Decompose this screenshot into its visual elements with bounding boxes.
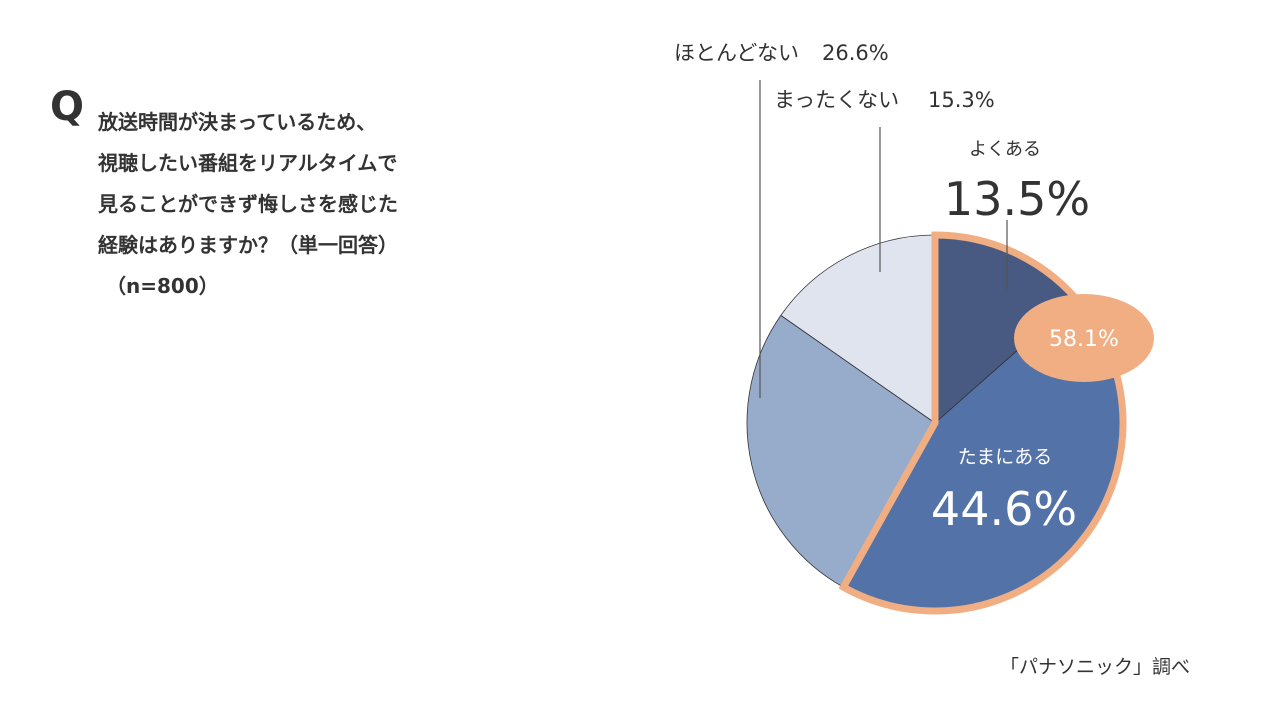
question-line: 経験はありますか？（単一回答）: [98, 233, 398, 257]
question-line: 視聴したい番組をリアルタイムで: [98, 151, 398, 175]
slice-label-mattakunai: まったくない: [774, 88, 899, 112]
highlight-badge: [1014, 294, 1154, 382]
source-credit: 「パナソニック」調べ: [1000, 656, 1191, 678]
sample-size: （n=800）: [106, 274, 219, 298]
slice-label-tamaniaru: たまにある: [958, 446, 1052, 468]
slice-value-hotondonai: 26.6%: [822, 41, 889, 65]
slice-value-tamaniaru: 44.6%: [931, 482, 1077, 536]
slice-value-yokuaru: 13.5%: [944, 172, 1090, 226]
highlight-outline: [838, 231, 1127, 615]
question-line: 見ることができず悔しさを感じた: [98, 192, 398, 216]
slice-label-yokuaru: よくある: [969, 139, 1041, 160]
question-mark: Q: [50, 84, 85, 130]
slice-label-hotondonai: ほとんどない: [674, 41, 799, 65]
question-text: 放送時間が決まっているため、 視聴したい番組をリアルタイムで 見ることができず悔…: [98, 102, 398, 307]
slice-value-mattakunai: 15.3%: [928, 88, 995, 112]
pie-slice-slice-3: [780, 234, 936, 424]
question-line: 放送時間が決まっているため、: [98, 110, 377, 134]
highlight-total-label: 58.1%: [1049, 327, 1119, 352]
pie-slice-slice-2: [746, 314, 936, 588]
